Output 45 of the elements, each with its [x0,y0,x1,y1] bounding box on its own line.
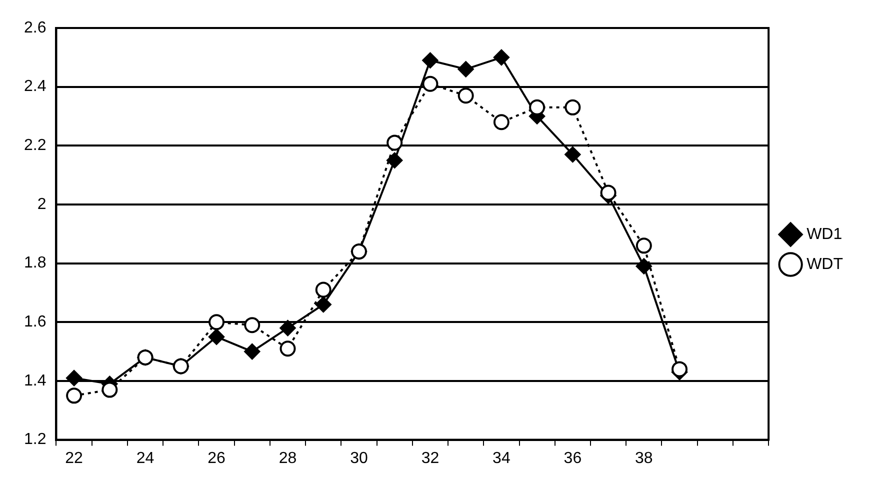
point [422,76,438,92]
point [66,370,82,386]
x-tick-label: 38 [635,450,653,467]
point [458,88,474,104]
legend-label: WDT [806,256,844,273]
x-tick-label: 32 [421,450,440,467]
point [386,134,403,151]
y-tick-label: 2.4 [24,78,46,96]
point [280,320,296,336]
point [244,344,260,360]
point [422,52,438,68]
point [672,361,688,378]
point [208,328,225,345]
point [315,296,332,312]
point [458,61,474,78]
y-tick-label: 2 [37,196,46,213]
point [493,114,510,130]
x-tick-label: 24 [136,450,154,467]
legend-label: WD1 [806,226,842,243]
point [493,49,510,66]
point [315,282,332,298]
y-tick-label: 2.2 [24,137,46,154]
x-tick-label: 22 [65,450,84,467]
point [529,99,546,116]
y-tick-label: 2.6 [24,19,46,36]
y-tick-label: 1.4 [24,372,46,390]
point [66,388,82,404]
point [636,258,652,274]
x-tick-label: 30 [350,450,368,467]
x-tick-label: 34 [492,450,510,467]
point [386,152,403,168]
point [636,238,652,254]
point [244,317,260,334]
x-tick-label: 28 [278,450,297,467]
y-tick-label: 1.2 [24,431,46,448]
x-tick-label: 26 [208,450,226,467]
point [102,382,118,398]
point [280,340,296,357]
y-tick-label: 1.6 [24,314,46,331]
y-tick-label: 1.8 [24,254,46,272]
point [208,314,225,330]
point [600,184,616,201]
point [564,99,581,116]
point [564,146,581,162]
x-tick-label: 36 [564,450,582,467]
